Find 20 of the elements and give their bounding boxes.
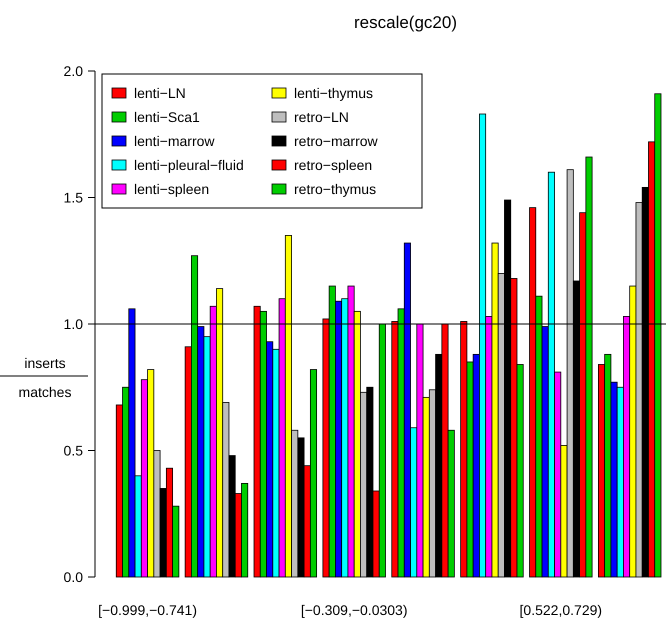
legend-label: retro−thymus xyxy=(294,180,376,197)
chart-title: rescale(gc20) xyxy=(354,13,457,32)
legend-label: lenti−spleen xyxy=(134,180,210,197)
y-tick-label: 0.5 xyxy=(64,442,84,458)
legend-label: retro−LN xyxy=(294,108,349,125)
y-tick-label: 0.0 xyxy=(64,568,84,585)
x-tick-label: [0.522,0.729) xyxy=(520,602,602,618)
legend-label: lenti−marrow xyxy=(134,132,216,149)
y-tick-label: 1.5 xyxy=(64,189,84,206)
x-tick-label: [−0.999,−0.741) xyxy=(98,602,198,618)
y-tick-label: 2.0 xyxy=(64,62,84,79)
legend-label: lenti−LN xyxy=(134,84,186,101)
y-tick-label: 1.0 xyxy=(64,316,84,332)
legend-label: lenti−Sca1 xyxy=(134,108,200,125)
legend-label: retro−spleen xyxy=(294,156,372,173)
legend-label: lenti−thymus xyxy=(294,84,373,101)
legend-label: retro−marrow xyxy=(294,132,379,149)
x-tick-label: [−0.309,−0.0303) xyxy=(300,602,408,618)
legend-label: lenti−pleural−fluid xyxy=(134,156,244,173)
y-axis-title: inserts matches xyxy=(18,355,72,400)
